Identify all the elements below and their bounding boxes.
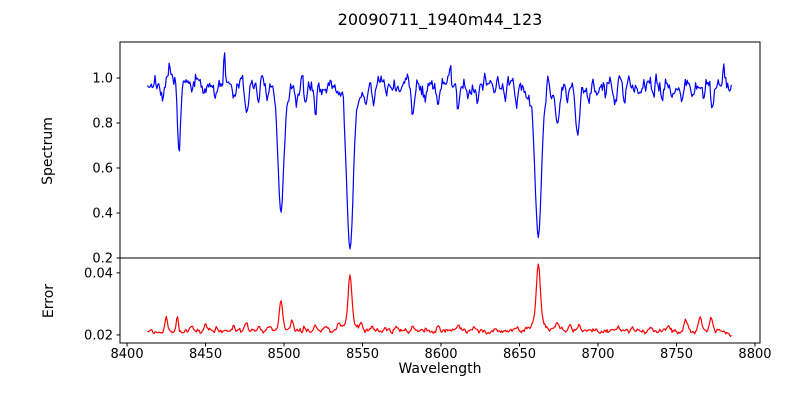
spectrum-y-tick-label: 0.6: [92, 162, 113, 177]
x-tick-label: 8450: [189, 347, 222, 362]
spectrum-panel-spine: [119, 41, 761, 259]
error-panel-spine: [119, 257, 761, 344]
chart-title: 20090711_1940m44_123: [337, 10, 543, 29]
x-axis-label: Wavelength: [398, 361, 482, 377]
spectrum-y-tick-label: 1.0: [92, 72, 113, 87]
x-tick-label: 8600: [424, 347, 457, 362]
spectrum-line: [146, 52, 732, 250]
x-tick-label: 8700: [581, 347, 614, 362]
x-tick-label: 8500: [267, 347, 300, 362]
x-tick-label: 8400: [111, 347, 144, 362]
error-y-tick-label: 0.04: [84, 266, 113, 281]
x-tick-label: 8750: [660, 347, 693, 362]
error-y-axis-label: Error: [41, 283, 57, 319]
error-line: [147, 263, 732, 337]
error-y-tick-label: 0.02: [84, 328, 113, 343]
x-tick-label: 8800: [738, 347, 771, 362]
x-tick-label: 8650: [503, 347, 536, 362]
spectrum-y-tick-label: 0.4: [92, 207, 113, 222]
x-tick-label: 8550: [346, 347, 379, 362]
spectrum-y-axis-label: Spectrum: [40, 117, 56, 185]
spectrum-y-tick-label: 0.8: [92, 117, 113, 132]
spectrum-y-tick-label: 0.2: [92, 252, 113, 267]
